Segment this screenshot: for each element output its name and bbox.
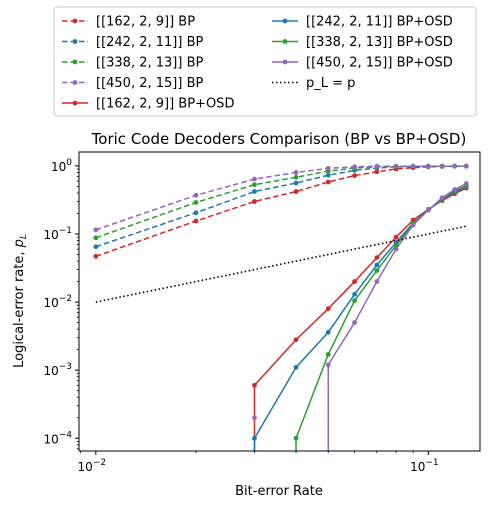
y-axis-label-text: Logical-error rate, xyxy=(12,247,27,368)
plot-frame xyxy=(78,151,481,452)
data-point-338-2-13-bp-osd xyxy=(352,298,357,304)
data-point-242-2-11-bp xyxy=(252,189,257,194)
data-point-242-2-11-bp xyxy=(325,172,331,178)
legend-marker-242-2-11-bp-osd xyxy=(282,18,288,24)
legend-label-338-2-13-bp-osd: [[338, 2, 13]] BP+OSD xyxy=(306,35,453,50)
data-point-162-2-9-bp xyxy=(293,189,299,194)
data-point-162-2-9-bp-osd xyxy=(352,279,357,284)
data-point-242-2-11-bp-osd xyxy=(293,364,299,370)
data-point-450-2-15-bp xyxy=(193,192,199,198)
data-point-450-2-15-bp-osd xyxy=(452,187,458,192)
data-point-450-2-15-bp xyxy=(425,163,431,169)
data-point-242-2-11-bp-osd xyxy=(352,291,357,297)
legend-marker-450-2-15-bp-osd xyxy=(282,59,288,65)
y-axis-label-subscript: L xyxy=(19,234,29,239)
data-point-450-2-15-bp-osd xyxy=(439,195,445,201)
x-tick-label: 10−2 xyxy=(78,458,107,474)
legend-label-450-2-15-bp-osd: [[450, 2, 15]] BP+OSD xyxy=(306,56,453,71)
data-point-450-2-15-bp-osd xyxy=(425,207,431,213)
series-line-242-2-11-bp-osd xyxy=(253,186,467,451)
data-point-338-2-13-bp xyxy=(193,200,199,205)
data-point-338-2-13-bp xyxy=(252,182,257,188)
legend-label-242-2-11-bp-osd: [[242, 2, 11]] BP+OSD xyxy=(306,15,453,30)
data-point-450-2-15-bp xyxy=(93,227,99,233)
data-point-450-2-15-bp xyxy=(352,164,357,170)
legend-marker-338-2-13-bp xyxy=(72,59,78,65)
y-tick-label: 10−1 xyxy=(43,226,72,242)
data-point-450-2-15-bp xyxy=(463,163,469,169)
series-line-162-2-9-bp-osd xyxy=(253,187,467,451)
data-point-338-2-13-bp xyxy=(293,174,299,180)
series-line-242-2-11-bp xyxy=(95,165,467,248)
x-tick-label: 10−1 xyxy=(410,458,439,474)
data-point-338-2-13-bp-osd xyxy=(293,435,299,441)
x-axis-label: Bit-error Rate xyxy=(235,484,323,499)
data-point-162-2-9-bp xyxy=(325,179,331,185)
series-line-p-l-p xyxy=(95,225,467,303)
series-line-450-2-15-bp xyxy=(95,165,467,231)
data-point-162-2-9-bp xyxy=(374,169,380,175)
data-point-450-2-15-bp xyxy=(410,163,416,169)
series-line-450-2-15-bp-osd xyxy=(327,182,467,451)
data-point-450-2-15-bp-osd xyxy=(410,222,416,228)
legend-label-338-2-13-bp: [[338, 2, 13]] BP xyxy=(96,56,203,71)
data-point-450-2-15-bp xyxy=(452,163,458,169)
data-point-450-2-15-bp-osd xyxy=(393,246,399,252)
chart-title: Toric Code Decoders Comparison (BP vs BP… xyxy=(91,130,467,148)
legend-frame xyxy=(53,6,477,117)
data-point-450-2-15-bp-osd xyxy=(374,279,380,284)
data-point-162-2-9-bp-osd xyxy=(252,382,257,388)
data-point-162-2-9-bp xyxy=(352,173,357,179)
data-point-450-2-15-bp xyxy=(439,163,445,169)
data-point-242-2-11-bp-osd xyxy=(252,435,257,441)
legend-marker-450-2-15-bp xyxy=(72,80,78,85)
data-point-450-2-15-bp xyxy=(293,170,299,175)
y-axis-label-symbol: p xyxy=(12,239,27,248)
legend-marker-242-2-11-bp xyxy=(72,39,78,44)
data-point-242-2-11-bp xyxy=(93,244,99,250)
y-tick-label: 10−2 xyxy=(43,294,72,310)
data-point-242-2-11-bp-osd xyxy=(325,329,331,335)
y-axis-label: Logical-error rate, pL xyxy=(12,234,29,368)
data-point-162-2-9-bp-osd xyxy=(374,255,380,260)
data-point-162-2-9-bp xyxy=(252,199,257,204)
legend-label-162-2-9-bp-osd: [[162, 2, 9]] BP+OSD xyxy=(96,97,234,112)
y-tick-label: 100 xyxy=(51,158,72,174)
series-line-162-2-9-bp xyxy=(95,165,467,258)
data-point-450-2-15-bp xyxy=(393,163,399,169)
data-point-162-2-9-bp-osd xyxy=(293,337,299,343)
y-tick-label: 10−4 xyxy=(43,430,72,446)
data-point-450-2-15-bp xyxy=(374,163,380,169)
data-point-338-2-13-bp xyxy=(93,235,99,241)
y-tick-label: 10−3 xyxy=(43,362,72,378)
data-point-162-2-9-bp-osd xyxy=(325,306,331,312)
data-point-338-2-13-bp-osd xyxy=(374,268,380,273)
legend-marker-162-2-9-bp-osd xyxy=(72,100,78,106)
data-point-450-2-15-bp xyxy=(325,165,331,171)
legend-label-162-2-9-bp: [[162, 2, 9]] BP xyxy=(96,15,195,30)
legend-label-p-l-p: p_L = p xyxy=(306,76,355,91)
data-point-450-2-15-bp-osd xyxy=(325,362,331,368)
data-point-162-2-9-bp xyxy=(93,253,99,259)
data-point-338-2-13-bp-osd xyxy=(325,352,331,357)
data-point-338-2-13-bp-osd xyxy=(393,242,399,248)
data-point-162-2-9-bp-osd xyxy=(393,234,399,240)
data-point-242-2-11-bp-osd xyxy=(374,262,380,268)
data-point-242-2-11-bp xyxy=(193,210,199,216)
data-point-450-2-15-bp-osd xyxy=(463,181,469,186)
legend-marker-338-2-13-bp-osd xyxy=(282,39,288,44)
data-point-450-2-15-bp-osd xyxy=(252,415,257,421)
legend-marker-162-2-9-bp xyxy=(72,18,78,24)
data-point-450-2-15-bp-osd xyxy=(352,320,357,325)
legend: [[162, 2, 9]] BP [[242, 2, 11]] BP [[338, … xyxy=(53,6,477,117)
data-point-162-2-9-bp xyxy=(193,218,199,224)
data-point-450-2-15-bp xyxy=(252,176,257,182)
data-point-242-2-11-bp xyxy=(293,180,299,186)
legend-label-450-2-15-bp: [[450, 2, 15]] BP xyxy=(96,76,203,91)
legend-label-242-2-11-bp: [[242, 2, 11]] BP xyxy=(96,35,203,50)
